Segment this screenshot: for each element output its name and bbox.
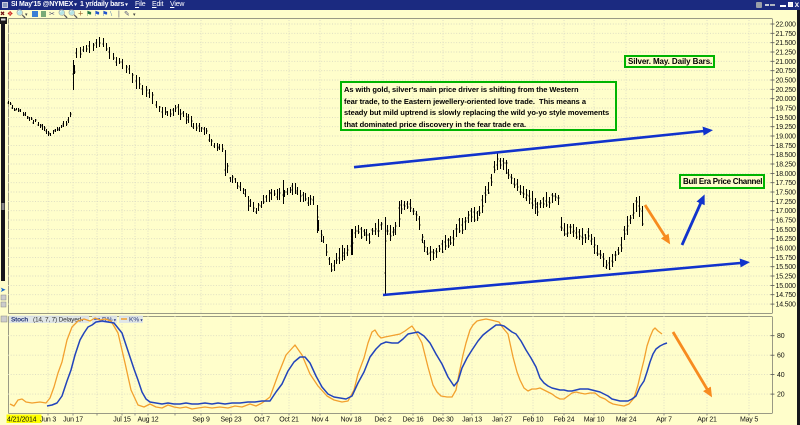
svg-text:▾: ▾ xyxy=(25,12,28,18)
svg-text:21.250: 21.250 xyxy=(776,50,797,57)
svg-text:Apr 7: Apr 7 xyxy=(656,417,672,424)
svg-text:▾: ▾ xyxy=(133,12,136,18)
svg-text:Jun 17: Jun 17 xyxy=(63,417,83,424)
svg-text:Oct 21: Oct 21 xyxy=(279,417,299,424)
svg-text:+: + xyxy=(78,9,83,19)
svg-text:➤: ➤ xyxy=(0,287,6,294)
svg-text:18.500: 18.500 xyxy=(776,152,797,159)
svg-text:19.000: 19.000 xyxy=(776,134,797,141)
svg-text:20: 20 xyxy=(777,392,785,399)
svg-text:Jun 3: Jun 3 xyxy=(40,417,56,424)
svg-text:Feb 24: Feb 24 xyxy=(554,417,575,424)
svg-text:Dec 30: Dec 30 xyxy=(433,417,454,424)
svg-text:|: | xyxy=(118,11,120,18)
svg-text:20.750: 20.750 xyxy=(776,68,797,75)
svg-text:15.500: 15.500 xyxy=(776,264,797,271)
svg-text:⧵: ⧵ xyxy=(110,10,113,18)
svg-text:17.500: 17.500 xyxy=(776,190,797,197)
svg-text:🔍: 🔍 xyxy=(16,9,26,19)
svg-text:16.000: 16.000 xyxy=(776,246,797,253)
svg-text:18.250: 18.250 xyxy=(776,162,797,169)
svg-text:17.250: 17.250 xyxy=(776,199,797,206)
svg-text:✎: ✎ xyxy=(124,11,130,18)
svg-text:Jul 15: Jul 15 xyxy=(113,417,131,424)
svg-text:Sep 9: Sep 9 xyxy=(192,417,210,424)
svg-text:15.250: 15.250 xyxy=(776,274,797,281)
svg-text:❖: ❖ xyxy=(7,11,13,18)
svg-text:Sep 23: Sep 23 xyxy=(221,417,242,424)
svg-text:20.000: 20.000 xyxy=(776,96,797,103)
svg-text:21.000: 21.000 xyxy=(776,59,797,66)
svg-text:16.500: 16.500 xyxy=(776,227,797,234)
svg-text:14.500: 14.500 xyxy=(776,302,797,309)
svg-text:Mar 24: Mar 24 xyxy=(616,417,637,424)
svg-text:21.500: 21.500 xyxy=(776,40,797,47)
svg-text:Apr 21: Apr 21 xyxy=(697,417,717,424)
svg-text:17.750: 17.750 xyxy=(776,180,797,187)
svg-text:20.250: 20.250 xyxy=(776,87,797,94)
svg-text:Nov 4: Nov 4 xyxy=(311,417,329,424)
svg-text:40: 40 xyxy=(777,372,785,379)
svg-text:🔍: 🔍 xyxy=(68,9,78,19)
svg-text:Oct 7: Oct 7 xyxy=(254,417,270,424)
svg-text:May 5: May 5 xyxy=(740,417,758,424)
svg-text:Jan 27: Jan 27 xyxy=(492,417,512,424)
svg-text:19.250: 19.250 xyxy=(776,124,797,131)
svg-text:15.000: 15.000 xyxy=(776,283,797,290)
svg-text:60: 60 xyxy=(777,353,785,360)
svg-text:K% ▾: K% ▾ xyxy=(129,317,143,324)
svg-text:✂: ✂ xyxy=(49,11,55,18)
svg-text:⚑: ⚑ xyxy=(102,10,108,18)
svg-text:4/21/2014: 4/21/2014 xyxy=(7,417,37,424)
svg-text:16.250: 16.250 xyxy=(776,236,797,243)
svg-text:18.000: 18.000 xyxy=(776,171,797,178)
svg-text:21.750: 21.750 xyxy=(776,31,797,38)
svg-text:19.750: 19.750 xyxy=(776,106,797,113)
svg-text:⚑: ⚑ xyxy=(86,10,92,18)
svg-text:Stoch: Stoch xyxy=(11,317,28,324)
svg-text:22.000: 22.000 xyxy=(776,22,797,29)
svg-text:18.750: 18.750 xyxy=(776,143,797,150)
svg-text:20.500: 20.500 xyxy=(776,78,797,85)
svg-text:⚑: ⚑ xyxy=(94,10,100,18)
svg-text:14.750: 14.750 xyxy=(776,292,797,299)
svg-text:16.750: 16.750 xyxy=(776,218,797,225)
svg-text:Nov 18: Nov 18 xyxy=(341,417,362,424)
svg-text:19.500: 19.500 xyxy=(776,115,797,122)
svg-text:✖: ✖ xyxy=(0,11,5,18)
svg-text:Dec 2: Dec 2 xyxy=(374,417,392,424)
svg-text:Mar 10: Mar 10 xyxy=(584,417,605,424)
svg-text:Jan 13: Jan 13 xyxy=(462,417,482,424)
svg-text:Aug 12: Aug 12 xyxy=(138,417,159,424)
svg-text:Feb 10: Feb 10 xyxy=(523,417,544,424)
svg-text:🔍: 🔍 xyxy=(58,9,68,19)
svg-text:17.000: 17.000 xyxy=(776,208,797,215)
svg-text:15.750: 15.750 xyxy=(776,255,797,262)
svg-text:80: 80 xyxy=(777,333,785,340)
svg-text:Dec 16: Dec 16 xyxy=(403,417,424,424)
